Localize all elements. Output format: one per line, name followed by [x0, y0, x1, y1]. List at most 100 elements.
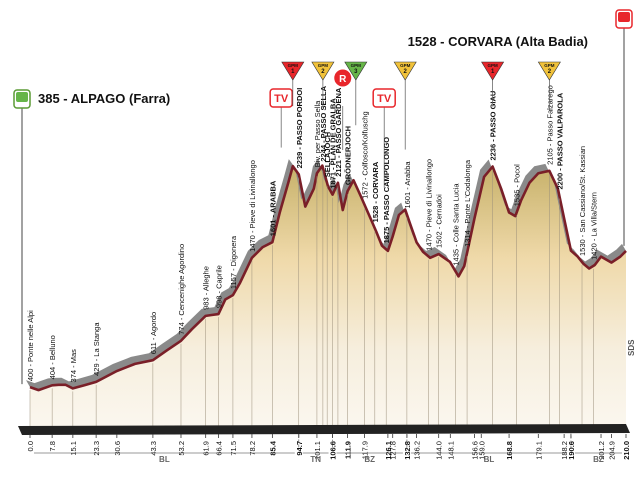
km-tick-label: 190.6: [567, 441, 576, 460]
gpm-sign-text: GPM: [487, 63, 498, 68]
start-sign-text: partenza: [16, 103, 28, 107]
feed-zone-sign-text: R: [339, 74, 347, 85]
km-tick-label: 111.9: [344, 441, 353, 459]
waypoint-label: 983 - Alleghe: [202, 266, 211, 310]
waypoint-label: 2236 - PASSO GIAU: [489, 91, 498, 161]
waypoint-label: 1572 - Colfosco/Kolfuschg: [361, 111, 370, 199]
km-ticks: 0.0 7.8 15.1 23.3 30.6 43.3 53.2 61.9 66.4 71.5 78…: [26, 434, 631, 460]
km-tick-label: 148.1: [446, 441, 455, 460]
waypoint-label: 1871 - PLAN DE GRALBA: [329, 98, 338, 189]
waypoint-label: 1528 - CORVARA: [371, 161, 380, 222]
gpm-sign: [481, 61, 505, 81]
waypoint-label: 774 - Cencenighe Agordino: [177, 244, 186, 335]
waypoint-label: 1314 - Ponte L'Codalonga: [463, 159, 472, 247]
profile-outline: [29, 164, 627, 392]
waypoint-label: 998 - Caprile: [214, 265, 223, 308]
waypoint-label: 2121 - PASSO GARDENA: [334, 87, 343, 177]
km-tick-label: 144.0: [435, 441, 444, 460]
km-tick-label: 159.0: [477, 441, 486, 460]
waypoint-label: 404 - Belluno: [48, 335, 57, 379]
km-tick-label: 85.4: [268, 440, 277, 455]
gpm-category: 3: [354, 69, 358, 75]
waypoint-label: 1435 - Colle Santa Lucia: [452, 183, 461, 266]
gpm-sign: [311, 61, 335, 81]
waypoint-label: 1530 - San Cassiano/St. Kassian: [578, 146, 587, 256]
waypoint-label: 1157 - Digonera: [229, 235, 238, 289]
km-tick-label: 53.2: [177, 441, 186, 456]
km-tick-label: 126.1: [384, 441, 393, 460]
waypoint-label: 2105 - Passo Falzarego: [545, 85, 554, 165]
waypoint-label: 1601 - ARABBA: [268, 180, 277, 236]
waypoint-lines: [29, 169, 594, 426]
km-tick-label: 0.0: [26, 441, 35, 451]
gpm-sign: [537, 61, 561, 81]
gpm-sign-text: GPM: [544, 63, 555, 68]
waypoint-label: 2200 - PASSO VALPAROLA: [555, 92, 564, 189]
km-tick-label: 168.8: [505, 441, 514, 460]
km-tick-label: 94.7: [295, 441, 304, 456]
gpm-category: 2: [404, 69, 408, 75]
km-tick-label: 179.1: [534, 441, 543, 460]
km-tick-label: 156.6: [470, 441, 479, 460]
km-tick-label: 101.1: [313, 441, 322, 460]
tv-sign: [372, 88, 396, 108]
waypoint-label: 1470 - Pieve di Livinallongo: [425, 159, 434, 251]
waypoint-label: 2244 - PASSO SELLA: [319, 85, 328, 161]
ground-band: [18, 424, 630, 435]
finish-label: 1528 - CORVARA (Alta Badia): [408, 34, 588, 49]
waypoint-label: 1502 - Cernadoi: [435, 194, 444, 248]
km-tick-label: 66.4: [214, 441, 223, 456]
tv-sign-text: TV: [274, 93, 289, 105]
km-tick-label: 78.2: [248, 441, 257, 456]
gpm-sign-text: GPM: [318, 63, 329, 68]
waypoint-label: Biv. per Passo Sella: [313, 100, 322, 167]
km-tick-label: 117.9: [361, 441, 370, 459]
waypoint-label: GRÖDNERJOCH: [344, 126, 353, 185]
gpm-category: 1: [291, 69, 295, 75]
waypoint-label: 429 - La Stanga: [92, 322, 101, 376]
waypoint-label: 400 - Ponte nelle Alpi: [26, 310, 35, 381]
waypoint-label: 1535 - Pocol: [513, 164, 522, 206]
gpm-sign: [281, 61, 305, 81]
region-labels: BL TN BZ BL BZ: [34, 452, 622, 464]
waypoint-label: 611 - Agordo: [149, 312, 158, 354]
feed-zone-sign: [333, 68, 353, 88]
km-tick-label: 15.1: [69, 441, 78, 456]
km-tick-label: 127.8: [389, 441, 398, 460]
km-tick-label: 136.2: [413, 441, 422, 460]
tv-sign: [269, 88, 293, 108]
km-tick-label: 201.2: [597, 441, 606, 460]
km-tick-label: 106.6: [329, 441, 338, 460]
region-label: BZ: [364, 455, 375, 464]
km-tick-label: 204.9: [608, 441, 617, 460]
gpm-category: 1: [491, 69, 495, 75]
gpm-sign: [393, 61, 417, 81]
waypoint-label: 1601 - Arabba: [403, 161, 412, 209]
sds-label: SDS: [627, 339, 636, 356]
gpm-sign-text: GPM: [288, 63, 299, 68]
profile-area: [30, 165, 626, 428]
gpm-sign-text: GPM: [400, 63, 411, 68]
waypoint-label: SELLAJOCH: [323, 132, 332, 177]
waypoint-labels: 400 - Ponte nelle Alpi 404 - Belluno 374 -…: [26, 85, 598, 382]
km-tick-label: 61.9: [202, 441, 211, 456]
finish-sign: arrivo: [615, 9, 633, 29]
region-label: TN: [310, 455, 321, 464]
km-tick-label: 132.8: [403, 441, 412, 460]
gpm-category: 2: [321, 69, 325, 75]
gpm-category: 2: [548, 69, 552, 75]
km-tick-label: 71.5: [229, 441, 238, 456]
km-tick-label: 188.2: [560, 441, 569, 460]
km-tick-label: 23.3: [92, 441, 101, 456]
gpm-sign: [344, 61, 368, 81]
km-tick-label: 30.6: [113, 441, 122, 456]
gpm-sign-text: GPM: [351, 63, 362, 68]
waypoint-label: 374 - Mas: [69, 349, 78, 383]
region-label: BZ: [593, 455, 604, 464]
start-sign: partenza: [13, 89, 31, 109]
tv-sign-text: TV: [377, 93, 392, 105]
finish-sign-text: arrivo: [620, 23, 628, 27]
km-tick-label: 43.3: [149, 441, 158, 456]
